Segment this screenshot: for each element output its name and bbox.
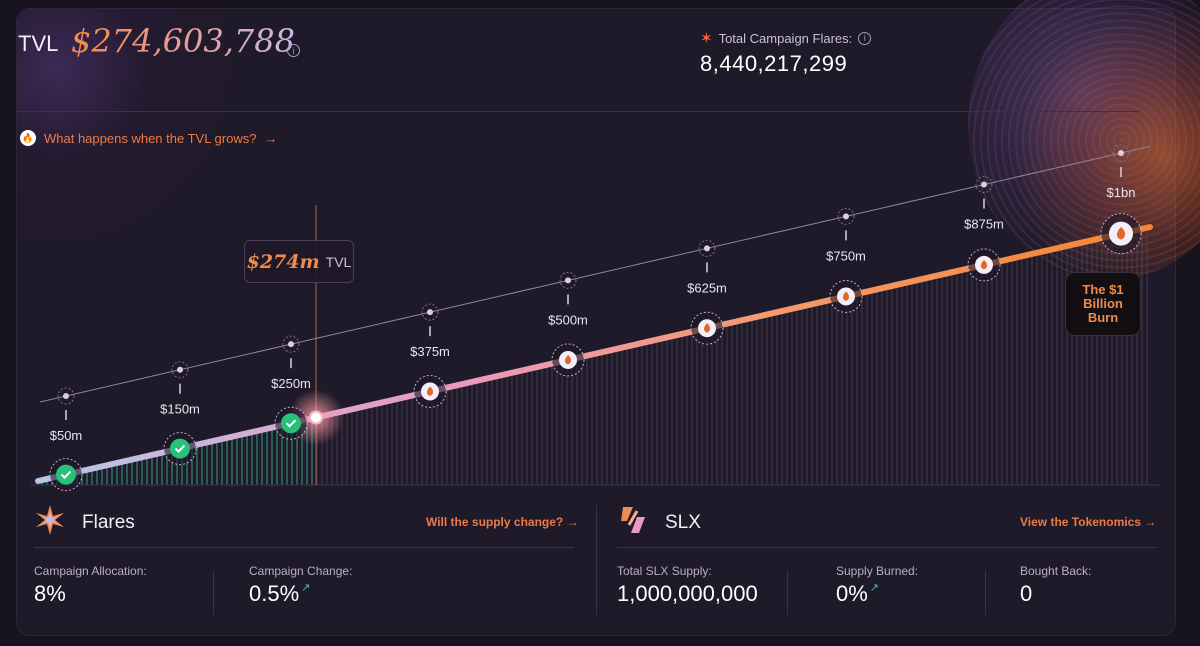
section-divider: [596, 505, 597, 615]
milestone-target-dot: [565, 277, 571, 284]
flares-title: Flares: [82, 512, 135, 533]
milestone-label: $875m: [964, 217, 1004, 232]
tokenomics-link[interactable]: View the Tokenomics →: [1020, 515, 1156, 529]
milestone-target-ring: [421, 303, 439, 321]
total-slx-supply-label: Total SLX Supply:: [617, 564, 712, 578]
milestone-target-ring: [171, 361, 189, 379]
flame-icon: 🔥: [20, 130, 36, 146]
campaign-change-number: 0.5%: [249, 581, 300, 606]
flares-info-icon[interactable]: i: [858, 31, 872, 45]
milestone-target-dot: [288, 341, 294, 348]
milestone-target-dot: [177, 366, 183, 373]
total-flares-label: Total Campaign Flares:: [718, 30, 853, 46]
tvl-value: $274,603,788: [71, 22, 295, 60]
tokenomics-link-label: View the Tokenomics: [1020, 515, 1141, 529]
milestone-target-dot: [427, 309, 433, 316]
stat-divider: [213, 570, 214, 615]
flame-icon: [703, 323, 711, 333]
milestone-target-dot: [981, 181, 987, 188]
slx-logo-icon: [621, 507, 645, 533]
slx-divider: [617, 547, 1157, 548]
campaign-change-label: Campaign Change:: [249, 564, 353, 578]
slx-title: SLX: [665, 512, 701, 533]
bought-back-label: Bought Back:: [1020, 564, 1092, 578]
current-tvl-unit: TVL: [325, 253, 352, 270]
supply-burned-value: 0% ↗: [836, 581, 879, 607]
milestones: $50m $150m $250m $375m $500m $625m $750m $875m $…: [49, 144, 1142, 492]
milestone-target-ring: [975, 176, 993, 194]
tvl-progress-line: [35, 224, 1153, 484]
check-icon: [285, 419, 297, 428]
arrow-right-icon: →: [1144, 515, 1157, 529]
check-icon: [174, 444, 186, 453]
milestone-label: $750m: [826, 248, 866, 263]
milestone-target-ring: [698, 239, 716, 257]
supply-burned-number: 0%: [836, 581, 868, 606]
supply-change-link[interactable]: Will the supply change? →: [426, 515, 579, 529]
flame-icon: [564, 354, 572, 365]
milestone-label: $625m: [687, 280, 727, 295]
milestone-target-dot: [63, 393, 69, 399]
arrow-right-icon: →: [264, 130, 278, 146]
flares-logo-icon: [36, 505, 64, 535]
milestone-check-badge: [56, 464, 76, 485]
milestone-label: $500m: [548, 312, 588, 327]
milestone-target-dot: [1118, 150, 1124, 156]
milestone-label: $375m: [410, 344, 450, 359]
campaign-change-value: 0.5% ↗: [249, 581, 310, 607]
total-flares-heading: ✶ Total Campaign Flares: i: [700, 29, 872, 47]
flame-icon: [980, 259, 988, 270]
trend-up-icon: ↗: [301, 582, 311, 594]
milestone-target-ring: [1112, 144, 1130, 162]
milestone-label: $150m: [160, 402, 200, 417]
target-guide-line: [39, 145, 1151, 403]
stat-divider: [985, 570, 986, 615]
supply-burned-label: Supply Burned:: [836, 564, 919, 578]
current-tvl-tooltip: $274m TVL: [244, 240, 354, 283]
milestone-label: $50m: [50, 428, 83, 443]
total-flares-value: 8,440,217,299: [700, 51, 848, 76]
milestone-target-dot: [843, 213, 849, 220]
billion-burn-badge[interactable]: The $1 Billion Burn: [1065, 272, 1141, 336]
tvl-label: TVL: [18, 31, 59, 56]
flares-divider: [34, 547, 574, 548]
info-icon[interactable]: i: [287, 44, 300, 57]
current-tvl-dot: [309, 410, 323, 425]
milestone-target-ring: [559, 271, 577, 289]
milestone-target-ring: [57, 387, 75, 405]
milestone-check-badge: [281, 413, 301, 434]
tvl-growth-link-label: What happens when the TVL grows?: [44, 130, 257, 146]
milestone-target-ring: [837, 207, 855, 225]
tvl-growth-link[interactable]: 🔥 What happens when the TVL grows? →: [20, 130, 277, 146]
milestone-check-badge: [170, 438, 190, 459]
current-tvl-value: $274m: [246, 250, 320, 273]
flare-star-icon: ✶: [700, 30, 713, 47]
milestone-label: $1bn: [1107, 185, 1136, 200]
bought-back-value: 0: [1020, 581, 1033, 606]
flame-icon: [426, 386, 434, 396]
arrow-right-icon: →: [566, 515, 579, 529]
milestone-target-dot: [704, 245, 710, 252]
milestone-label: $250m: [271, 376, 311, 391]
trend-up-icon: ↗: [869, 582, 880, 594]
flame-icon: [1116, 227, 1126, 240]
milestone-target-ring: [282, 335, 300, 353]
header-divider: [18, 111, 1140, 112]
campaign-allocation-value: 8%: [34, 581, 66, 606]
total-slx-supply-value: 1,000,000,000: [617, 581, 758, 606]
flame-icon: [842, 291, 850, 301]
check-icon: [60, 470, 72, 480]
campaign-allocation-label: Campaign Allocation:: [34, 564, 147, 578]
supply-change-link-label: Will the supply change?: [426, 515, 564, 529]
stat-divider: [787, 570, 788, 615]
